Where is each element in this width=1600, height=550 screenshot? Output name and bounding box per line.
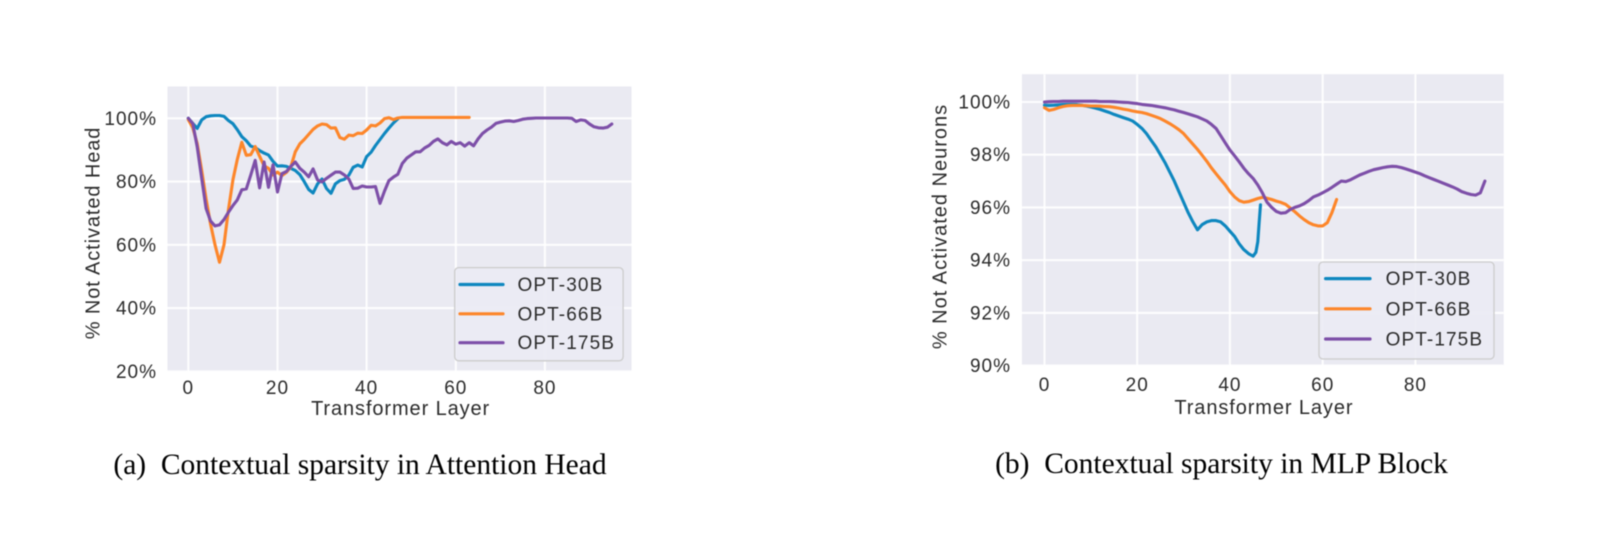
svg-text:20: 20: [1126, 375, 1149, 396]
svg-text:94%: 94%: [970, 251, 1011, 272]
svg-text:0: 0: [1039, 375, 1051, 396]
svg-text:60: 60: [444, 378, 467, 399]
svg-text:60: 60: [1311, 375, 1334, 396]
svg-text:(a) Contextual sparsity in At: (a) Contextual sparsity in Attention Hea…: [113, 449, 606, 481]
svg-text:% Not Activated Neurons: % Not Activated Neurons: [930, 104, 952, 349]
svg-text:40: 40: [1218, 375, 1241, 396]
svg-text:OPT-175B: OPT-175B: [518, 333, 616, 354]
svg-text:80: 80: [1404, 375, 1427, 396]
svg-text:20%: 20%: [116, 362, 157, 383]
svg-text:% Not Activated Head: % Not Activated Head: [83, 127, 105, 340]
svg-text:20: 20: [266, 378, 289, 399]
svg-text:100%: 100%: [104, 109, 157, 130]
svg-text:(b) Contextual sparsity in ML: (b) Contextual sparsity in MLP Block: [995, 448, 1448, 480]
svg-text:OPT-30B: OPT-30B: [518, 275, 604, 296]
svg-text:40: 40: [355, 378, 378, 399]
svg-text:80%: 80%: [116, 172, 157, 193]
svg-text:100%: 100%: [958, 93, 1011, 114]
svg-text:40%: 40%: [116, 299, 157, 320]
svg-text:OPT-175B: OPT-175B: [1386, 330, 1484, 351]
svg-text:80: 80: [533, 378, 556, 399]
svg-text:OPT-66B: OPT-66B: [1386, 299, 1472, 320]
svg-text:90%: 90%: [970, 356, 1011, 377]
svg-text:OPT-30B: OPT-30B: [1386, 269, 1472, 290]
svg-text:92%: 92%: [970, 303, 1011, 324]
svg-text:0: 0: [183, 378, 195, 399]
svg-text:96%: 96%: [970, 198, 1011, 219]
svg-text:60%: 60%: [116, 235, 157, 256]
svg-text:Transformer Layer: Transformer Layer: [1174, 397, 1353, 419]
svg-text:Transformer Layer: Transformer Layer: [311, 398, 490, 420]
svg-text:OPT-66B: OPT-66B: [518, 304, 604, 325]
svg-text:98%: 98%: [970, 145, 1011, 166]
